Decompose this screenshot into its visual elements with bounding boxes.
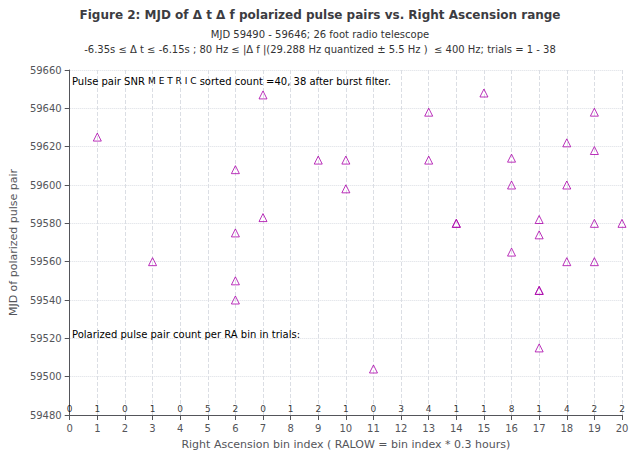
svg-text:1: 1 bbox=[288, 404, 294, 414]
svg-text:59480: 59480 bbox=[30, 410, 62, 421]
svg-text:17: 17 bbox=[533, 423, 546, 434]
svg-text:3: 3 bbox=[398, 404, 404, 414]
svg-text:7: 7 bbox=[260, 423, 266, 434]
svg-text:Right Ascension bin index ( RA: Right Ascension bin index ( RALOW = bin … bbox=[181, 438, 510, 451]
svg-text:59620: 59620 bbox=[30, 141, 62, 152]
svg-text:1: 1 bbox=[536, 404, 542, 414]
svg-text:1: 1 bbox=[481, 404, 487, 414]
svg-text:0: 0 bbox=[122, 404, 128, 414]
svg-text:8: 8 bbox=[287, 423, 293, 434]
svg-text:2: 2 bbox=[233, 404, 239, 414]
svg-text:4: 4 bbox=[426, 404, 432, 414]
svg-text:5: 5 bbox=[205, 423, 211, 434]
svg-text:59500: 59500 bbox=[30, 371, 62, 382]
svg-text:5: 5 bbox=[205, 404, 211, 414]
svg-text:14: 14 bbox=[450, 423, 463, 434]
svg-text:2: 2 bbox=[315, 404, 321, 414]
svg-text:M E T R I C: M E T R I C bbox=[148, 76, 196, 86]
svg-text:4: 4 bbox=[177, 423, 183, 434]
svg-text:6: 6 bbox=[232, 423, 238, 434]
svg-text:12: 12 bbox=[395, 423, 408, 434]
svg-text:1: 1 bbox=[343, 404, 349, 414]
svg-text:1: 1 bbox=[94, 404, 100, 414]
svg-text:-6.35s ≤ Δ t ≤ -6.15s ; 80 Hz: -6.35s ≤ Δ t ≤ -6.15s ; 80 Hz ≤ |Δ f |(2… bbox=[84, 44, 556, 56]
svg-text:16: 16 bbox=[505, 423, 518, 434]
svg-text:59560: 59560 bbox=[30, 256, 62, 267]
svg-text:59600: 59600 bbox=[30, 180, 62, 191]
svg-text:20: 20 bbox=[616, 423, 629, 434]
svg-text:Figure 2: MJD of Δ t Δ f polar: Figure 2: MJD of Δ t Δ f polarized pulse… bbox=[80, 8, 561, 22]
svg-text:0: 0 bbox=[67, 423, 73, 434]
svg-text:2: 2 bbox=[592, 404, 598, 414]
svg-text:11: 11 bbox=[367, 423, 380, 434]
svg-text:2: 2 bbox=[619, 404, 625, 414]
svg-text:59660: 59660 bbox=[30, 65, 62, 76]
svg-text:Pulse pair SNR: Pulse pair SNR bbox=[72, 76, 148, 87]
svg-text:4: 4 bbox=[564, 404, 570, 414]
svg-text:1: 1 bbox=[150, 404, 156, 414]
svg-text:18: 18 bbox=[560, 423, 573, 434]
svg-text:9: 9 bbox=[315, 423, 321, 434]
svg-text:59540: 59540 bbox=[30, 295, 62, 306]
svg-text:Polarized pulse pair count per: Polarized pulse pair count per RA bin in… bbox=[72, 329, 300, 340]
svg-text:8: 8 bbox=[509, 404, 515, 414]
svg-text:2: 2 bbox=[122, 423, 128, 434]
svg-text:13: 13 bbox=[422, 423, 435, 434]
svg-text:59580: 59580 bbox=[30, 218, 62, 229]
svg-text:59640: 59640 bbox=[30, 103, 62, 114]
svg-text:MJD of polarized pulse pair: MJD of polarized pulse pair bbox=[7, 168, 20, 316]
svg-text:0: 0 bbox=[67, 404, 73, 414]
svg-text:15: 15 bbox=[478, 423, 491, 434]
svg-text:0: 0 bbox=[371, 404, 377, 414]
svg-text:MJD 59490 - 59646; 26 foot rad: MJD 59490 - 59646; 26 foot radio telesco… bbox=[211, 29, 429, 40]
svg-text:1: 1 bbox=[453, 404, 459, 414]
svg-text:0: 0 bbox=[260, 404, 266, 414]
svg-text:1: 1 bbox=[94, 423, 100, 434]
svg-text:19: 19 bbox=[588, 423, 601, 434]
svg-text:59520: 59520 bbox=[30, 333, 62, 344]
svg-text:10: 10 bbox=[339, 423, 352, 434]
svg-text:sorted count =40, 38 after bur: sorted count =40, 38 after burst filter. bbox=[196, 76, 390, 87]
svg-text:3: 3 bbox=[149, 423, 155, 434]
svg-text:0: 0 bbox=[177, 404, 183, 414]
